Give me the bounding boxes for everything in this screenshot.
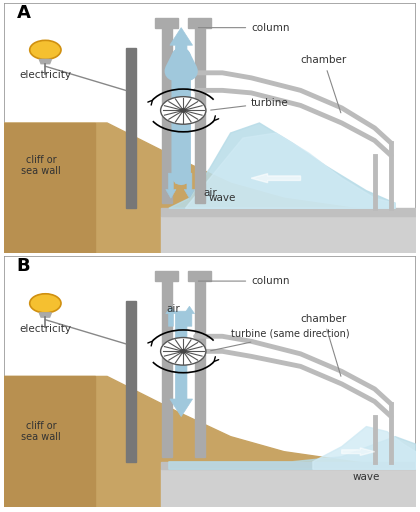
Polygon shape	[4, 123, 416, 253]
Polygon shape	[155, 271, 178, 281]
Text: A: A	[16, 4, 30, 22]
Polygon shape	[162, 28, 172, 203]
Circle shape	[30, 294, 61, 313]
Text: wave: wave	[353, 472, 380, 482]
FancyArrow shape	[251, 174, 301, 183]
Text: electricity: electricity	[19, 324, 71, 334]
Polygon shape	[39, 59, 51, 63]
Polygon shape	[160, 208, 416, 216]
Polygon shape	[160, 216, 416, 253]
FancyArrow shape	[184, 306, 194, 326]
Text: air: air	[167, 304, 181, 314]
Polygon shape	[313, 426, 416, 469]
Text: B: B	[16, 257, 30, 275]
Polygon shape	[160, 469, 416, 507]
Text: cliff or
sea wall: cliff or sea wall	[21, 155, 61, 177]
Circle shape	[30, 40, 61, 59]
Text: chamber: chamber	[301, 55, 347, 113]
FancyArrow shape	[184, 173, 194, 198]
Polygon shape	[189, 17, 211, 28]
Circle shape	[181, 109, 186, 112]
Text: cliff or
sea wall: cliff or sea wall	[21, 421, 61, 442]
Polygon shape	[185, 133, 395, 208]
Text: turbine (same direction): turbine (same direction)	[211, 329, 349, 351]
Polygon shape	[155, 17, 178, 28]
Polygon shape	[4, 123, 95, 253]
FancyArrow shape	[170, 311, 192, 417]
Text: wave: wave	[209, 193, 236, 203]
Polygon shape	[39, 313, 51, 317]
FancyArrow shape	[166, 173, 176, 198]
Polygon shape	[126, 48, 136, 208]
Polygon shape	[194, 28, 205, 203]
Polygon shape	[162, 281, 172, 457]
Circle shape	[160, 337, 206, 365]
Polygon shape	[160, 462, 416, 469]
Text: chamber: chamber	[301, 314, 347, 376]
Polygon shape	[189, 271, 211, 281]
Text: column: column	[198, 23, 290, 33]
FancyArrow shape	[342, 448, 375, 456]
Circle shape	[181, 350, 186, 353]
Polygon shape	[169, 123, 395, 208]
Text: turbine: turbine	[211, 98, 289, 110]
Polygon shape	[4, 376, 416, 507]
FancyArrow shape	[170, 28, 192, 183]
FancyArrow shape	[166, 306, 176, 326]
Polygon shape	[4, 376, 95, 507]
Text: air: air	[203, 188, 217, 198]
Text: electricity: electricity	[19, 70, 71, 80]
Polygon shape	[126, 301, 136, 462]
Circle shape	[160, 97, 206, 124]
Polygon shape	[194, 281, 205, 457]
Text: column: column	[198, 276, 290, 286]
Polygon shape	[169, 437, 416, 469]
